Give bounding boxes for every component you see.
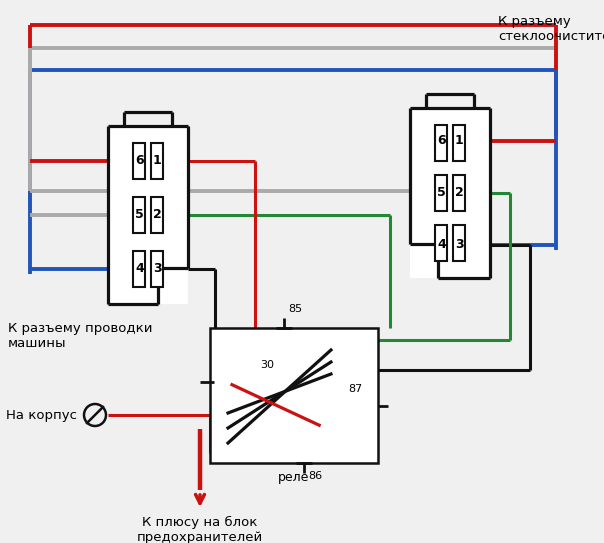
Text: 4: 4 [437,238,446,251]
Text: 3: 3 [455,238,464,251]
Text: 30: 30 [260,360,274,370]
Text: 87: 87 [348,384,362,394]
Bar [133,251,145,287]
Bar [151,251,163,287]
Text: 1: 1 [455,135,464,148]
Text: 6: 6 [135,155,144,167]
Text: К разъему
стеклоочистителя: К разъему стеклоочистителя [498,15,604,43]
Text: 5: 5 [437,186,446,199]
Text: К разъему проводки
машины: К разъему проводки машины [8,322,152,350]
Text: 86: 86 [308,471,322,481]
Text: 1: 1 [153,155,162,167]
Bar [453,125,465,161]
Text: На корпус: На корпус [6,408,77,421]
Text: реле: реле [278,471,310,484]
Text: К плюсу на блок
предохранителей
возле аккумулятора: К плюсу на блок предохранителей возле ак… [129,516,272,543]
Text: 4: 4 [135,262,144,275]
Bar [435,225,447,261]
Text: 6: 6 [437,135,446,148]
Text: 2: 2 [455,186,464,199]
Bar [453,225,465,261]
Bar [435,175,447,211]
Bar [151,143,163,179]
Bar [435,125,447,161]
Bar [108,126,188,304]
Bar [210,328,378,463]
Bar [133,197,145,233]
Text: 85: 85 [288,304,302,314]
Bar [453,175,465,211]
Bar [133,143,145,179]
Text: 2: 2 [153,209,162,222]
Bar [151,197,163,233]
Text: 3: 3 [153,262,162,275]
Text: 5: 5 [135,209,144,222]
Bar [158,268,188,304]
Bar [410,244,438,278]
Bar [410,108,490,278]
